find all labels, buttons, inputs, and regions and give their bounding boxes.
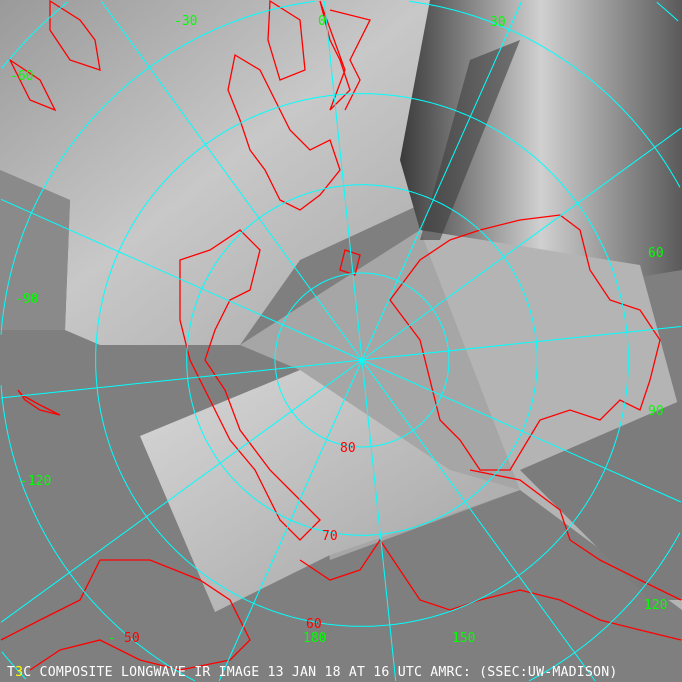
- coastline-scandinavia: [319, 0, 371, 111]
- coastline-canada: [179, 229, 321, 541]
- longitude-label--30: -30: [174, 14, 197, 29]
- meridian-150: [361, 359, 596, 682]
- coastline-baffin: [8, 0, 101, 112]
- meridian--60: [0, 198, 363, 361]
- coastline-russia: [389, 214, 661, 471]
- coastline-alaska: [0, 559, 251, 671]
- meridian-30: [361, 0, 523, 361]
- ir-imagery: [0, 0, 682, 612]
- longitude-label--90: -90: [15, 292, 38, 307]
- latitude-label-60: 60: [306, 617, 322, 632]
- coastline-east-siberia: [469, 469, 682, 601]
- longitude-label--60: -60: [10, 69, 33, 84]
- coastline-greenland: [227, 53, 341, 211]
- longitude-label-0: 0: [318, 14, 326, 29]
- latitude-circle-80: [274, 272, 450, 448]
- imagery-swath-pacific: [140, 370, 520, 612]
- imagery-swath-left: [0, 170, 70, 330]
- meridian--30: [100, 0, 363, 361]
- meridian-60: [361, 127, 682, 361]
- longitude-label-180: 180: [303, 631, 326, 646]
- longitude-label--120: -120: [20, 474, 51, 489]
- meridian--120: [0, 359, 363, 623]
- meridian--90: [0, 359, 363, 399]
- longitude-label-30: 30: [490, 15, 506, 30]
- meridian-180: [361, 359, 397, 682]
- meridian-90: [361, 326, 682, 361]
- coastline-chukotka: [299, 538, 682, 641]
- meridian-0: [323, 0, 363, 361]
- coastline-hudson-island: [17, 389, 61, 416]
- latitude-circle-70: [186, 184, 538, 536]
- longitude-label--: -: [108, 631, 116, 646]
- cursor-marker: 3: [15, 665, 24, 680]
- meridian--150: [218, 359, 363, 682]
- dark-band: [420, 40, 520, 240]
- meridian-120: [361, 359, 682, 503]
- latitude-label-50: 50: [124, 631, 140, 646]
- coastline-iceland: [267, 0, 306, 81]
- graticule-labels: 50 60 70 80 -30 0 30 60 90 120 150 180 - -120 -90 -60: [10, 14, 667, 646]
- imagery-swath-asia: [520, 400, 682, 600]
- imagery-swath-atlantic: [0, 0, 430, 345]
- latitude-label-80: 80: [340, 441, 356, 456]
- image-caption: T3C COMPOSITE LONGWAVE IR IMAGE 13 JAN 1…: [7, 665, 617, 680]
- longitude-label-150: 150: [452, 631, 475, 646]
- coastline-svalbard: [339, 249, 361, 276]
- latitude-label-70: 70: [322, 529, 338, 544]
- latitude-circle-60: [95, 93, 629, 627]
- longitude-label-60: 60: [648, 246, 664, 261]
- longitude-label-90: 90: [648, 404, 664, 419]
- caption-prefix: T: [7, 665, 16, 680]
- caption-text: C COMPOSITE LONGWAVE IR IMAGE 13 JAN 18 …: [23, 665, 618, 680]
- longitude-label-120: 120: [644, 598, 667, 613]
